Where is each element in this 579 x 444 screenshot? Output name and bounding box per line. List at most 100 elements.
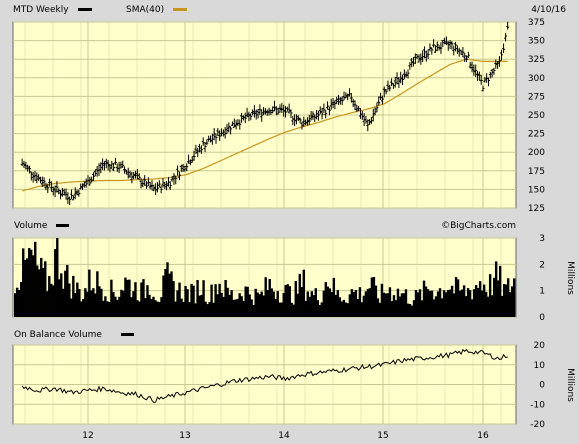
volume-bar [494,261,498,317]
volume-bar [364,291,368,317]
volume-bar [244,286,247,317]
volume-bar [504,284,508,317]
volume-bar [356,299,360,317]
volume-bar [144,298,147,317]
volume-bar [132,291,135,317]
volume-bar [218,283,221,317]
obv-panel: On Balance Volume -20 -10 0 10 20 Millions [12,330,575,430]
volume-bar [474,285,478,317]
volume-bar [184,286,187,317]
sma-line [22,58,508,192]
volume-bar [202,280,205,317]
volume-bar [148,294,151,317]
volume-bar [288,286,291,317]
volume-bar [358,287,362,317]
volume-bar [200,294,203,317]
volume-bars [14,238,516,317]
volume-label: Volume [14,221,48,231]
volume-bar [394,300,398,317]
volume-bar [412,300,416,317]
symbol-label: MTD Weekly [13,5,69,15]
volume-tick-label: 1 [539,287,545,297]
volume-bar [64,270,67,317]
volume-bar [208,302,211,317]
volume-bar [404,289,408,317]
volume-bar [408,304,412,317]
price-tick-label: 325 [528,55,545,65]
volume-bar [384,293,388,317]
volume-bar [370,277,374,317]
volume-bar [20,282,23,317]
volume-bar [142,279,145,317]
volume-bar [422,280,426,317]
volume-bar [42,267,45,317]
volume-bar [248,294,251,317]
volume-bar [212,302,215,317]
volume-bar [234,299,237,317]
volume-bar [156,301,159,317]
price-legend-swatch [78,8,92,11]
volume-bar [292,304,295,317]
obv-legend-swatch [121,333,134,336]
obv-line [21,348,508,404]
volume-bar [120,289,123,317]
price-bars [20,21,510,205]
volume-bar [380,283,384,317]
volume-bar [70,298,73,317]
volume-bar [332,277,336,317]
volume-bar [238,293,241,317]
volume-bar [482,284,486,317]
volume-bar [150,298,153,317]
price-tick-label: 125 [528,204,545,214]
volume-bar [58,279,61,317]
volume-bar [206,304,209,317]
volume-bar [326,286,330,317]
volume-bar [92,288,95,317]
price-tick-label: 275 [528,92,545,102]
volume-bar [274,298,277,317]
volume-bar [54,249,57,317]
volume-bar [360,302,364,317]
volume-bar [116,299,119,317]
volume-bar [88,269,91,317]
volume-bar [188,302,191,317]
volume-bar [352,292,356,317]
volume-bar [102,300,105,317]
price-grid [13,21,516,209]
volume-bar [402,293,406,317]
volume-bar [50,283,53,317]
volume-bar [488,274,492,317]
volume-bar [458,290,462,317]
volume-bar [32,255,35,317]
volume-bar [448,289,452,317]
chart-header: MTD Weekly SMA(40) 4/10/16 [13,5,566,15]
volume-bar [398,296,402,317]
volume-bar [396,288,400,317]
volume-bar [272,291,275,317]
volume-bar [466,288,470,317]
volume-bar [38,269,41,317]
volume-bar [456,279,460,317]
volume-bar [264,277,267,317]
volume-bar [254,288,257,317]
volume-bar [76,282,79,317]
volume-bar [438,288,442,317]
volume-bar [362,295,366,317]
volume-bar [262,295,265,317]
volume-bar [386,293,390,317]
volume-bar [192,285,195,317]
obv-tick-label: -10 [530,400,545,410]
price-tick-label: 150 [528,185,545,195]
volume-bar [270,288,273,317]
volume-bar [126,279,129,317]
volume-bar [118,296,121,317]
volume-bar [286,284,289,317]
volume-bar [36,265,39,317]
volume-bar [122,290,125,317]
volume-bar [294,281,297,317]
x-tick-label: 12 [82,431,93,441]
volume-bar [86,291,89,317]
price-tick-label: 300 [528,74,545,84]
volume-bar [338,297,342,317]
obv-tick-label: 20 [534,341,546,351]
